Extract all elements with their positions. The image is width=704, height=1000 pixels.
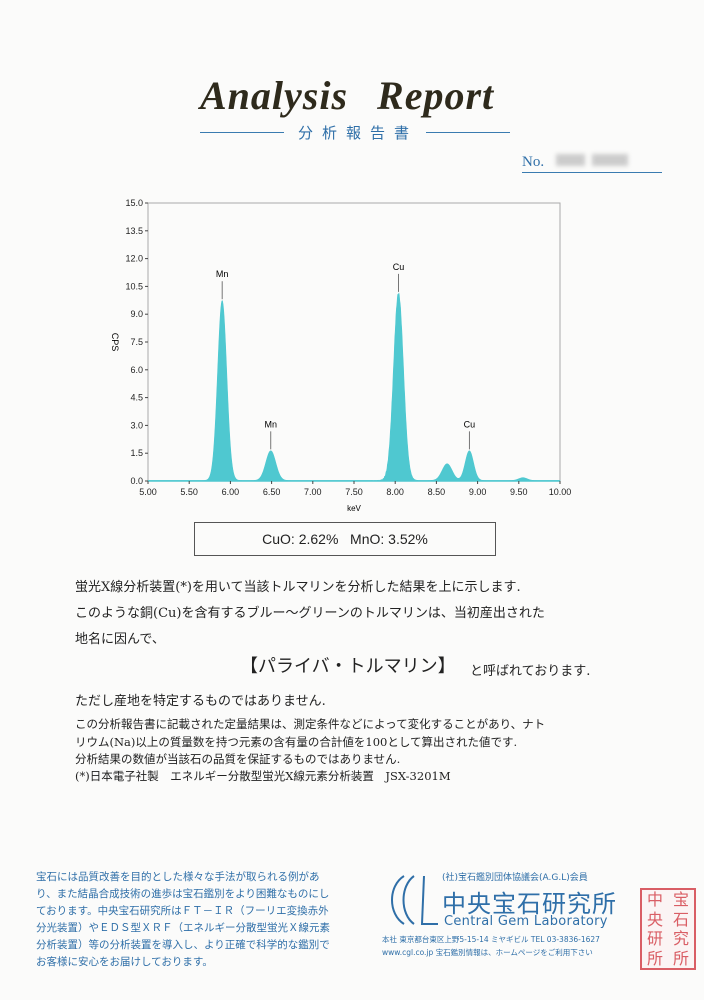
note-line: (*)日本電子社製 エネルギー分散型蛍光X線元素分析装置 JSX-3201M (75, 769, 451, 783)
y-tick-label: 10.5 (125, 281, 143, 291)
y-tick-label: 0.0 (130, 476, 143, 486)
x-tick-label: 9.50 (510, 487, 528, 497)
x-tick-label: 6.50 (263, 487, 281, 497)
y-tick-label: 13.5 (125, 226, 143, 236)
seal-char: 中 (646, 890, 663, 909)
peak-label: Mn (216, 269, 229, 279)
y-tick-label: 4.5 (130, 393, 143, 403)
x-tick-label: 5.00 (139, 487, 157, 497)
redacted-report-number (556, 154, 628, 166)
divider (200, 132, 284, 133)
composition-text: CuO: 2.62% MnO: 3.52% (262, 531, 428, 547)
y-tick-label: 6.0 (130, 365, 143, 375)
seal-char: 研 (646, 929, 663, 948)
x-tick-label: 7.00 (304, 487, 322, 497)
footer-description: 宝石には品質改善を目的とした様々な手法が取られる例があり、また結晶合成技術の進歩… (36, 871, 330, 968)
report-title: Analysis Report (200, 73, 495, 118)
seal-char: 所 (646, 948, 663, 968)
body-line: 地名に因んで、 (75, 632, 165, 647)
y-tick-label: 3.0 (130, 420, 143, 430)
note-line: リウム(Na)以上の質量数を持つ元素の含有量の合計値を100として算出された値で… (75, 735, 518, 749)
peak-label: Cu (393, 262, 405, 272)
seal-char: 所 (672, 948, 689, 968)
report-subtitle: 分析報告書 (298, 124, 419, 142)
peak-label: Cu (464, 419, 476, 429)
lab-address: 本社 東京都台東区上野5-15-14 ミヤギビル TEL 03-3836-162… (382, 935, 600, 944)
y-tick-label: 1.5 (130, 448, 143, 458)
composition-box: CuO: 2.62% MnO: 3.52% (194, 522, 496, 556)
paraiba-tourmaline-name: 【パライバ・トルマリン】 (240, 656, 456, 677)
lab-name-en: Central Gem Laboratory (444, 914, 608, 929)
x-tick-label: 5.50 (180, 487, 198, 497)
peak-label: Mn (265, 419, 278, 429)
note-line: この分析報告書に記載された定量結果は、測定条件などによって変化することがあり、ナ… (75, 717, 546, 731)
y-tick-label: 12.0 (125, 254, 143, 264)
body-line: と呼ばれております. (470, 664, 591, 679)
lab-seal-stamp: 中 宝 央 石 研 究 所 所 (640, 888, 696, 970)
report-number-underline (522, 172, 662, 173)
x-tick-label: 6.00 (222, 487, 240, 497)
note-line: 分析結果の数値が当該石の品質を保証するものではありません. (75, 752, 401, 766)
x-tick-label: 7.50 (345, 487, 363, 497)
agl-membership: (社)宝石鑑別団体協議会(A.G.L)会員 (442, 873, 588, 883)
spectrum-area (147, 292, 561, 482)
report-number-label: No. (522, 154, 545, 170)
seal-char: 央 (646, 909, 663, 929)
plot-frame (147, 202, 561, 482)
x-axis-label: keV (347, 504, 361, 513)
lab-name-jp: 中央宝石研究所 (442, 890, 617, 918)
body-line: 蛍光X線分析装置(*)を用いて当該トルマリンを分析した結果を上に示します. (75, 580, 521, 595)
y-tick-label: 7.5 (130, 337, 143, 347)
spectrum-chart: 5.00 5.50 6.00 6.50 7.00 7.50 8.00 8.50 9.00 9.50… (110, 198, 572, 513)
divider (426, 132, 511, 133)
seal-char: 究 (672, 929, 689, 948)
y-axis-label: CPS (110, 333, 120, 352)
y-tick-label: 9.0 (130, 309, 143, 319)
x-tick-label: 10.00 (549, 487, 572, 497)
x-tick-label: 8.00 (386, 487, 404, 497)
subtitle-row: 分析報告書 (200, 122, 511, 143)
x-tick-label: 9.00 (469, 487, 487, 497)
body-line: ただし産地を特定するものではありません. (75, 694, 326, 709)
y-tick-label: 15.0 (125, 198, 143, 208)
body-line: このような銅(Cu)を含有するブルー〜グリーンのトルマリンは、当初産出された (75, 606, 545, 621)
x-tick-label: 8.50 (428, 487, 446, 497)
seal-char: 石 (672, 909, 689, 929)
seal-char: 宝 (672, 890, 689, 909)
cgl-logo-icon (391, 875, 438, 925)
lab-website[interactable]: www.cgl.co.jp 宝石鑑別情報は、ホームページをご利用下さい (382, 948, 593, 957)
